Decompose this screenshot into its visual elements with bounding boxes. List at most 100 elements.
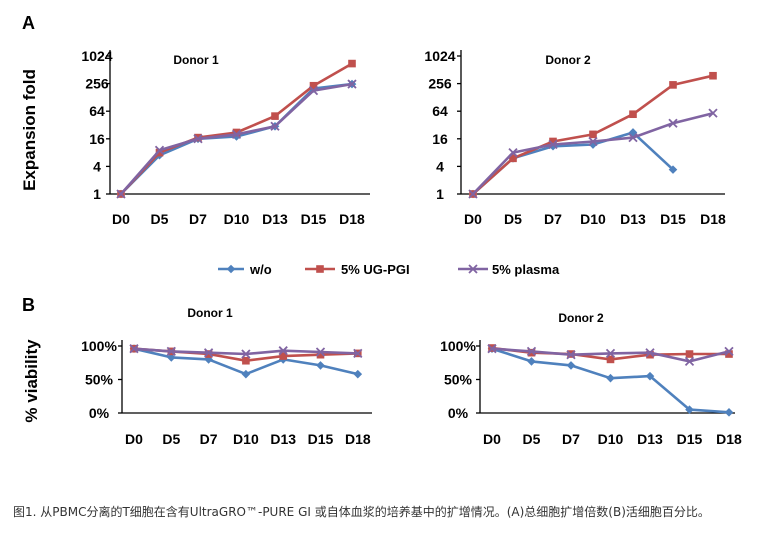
y-tick-label-a2-3: 16 <box>432 131 448 147</box>
figure-caption: 图1. 从PBMC分离的T细胞在含有UltraGRO™-PURE GI 或自体血… <box>13 505 710 519</box>
chart-legend: w/o 5% UG-PGI 5% plasma <box>218 262 560 277</box>
x-tick-label-a2-d5: D5 <box>504 211 522 227</box>
legend-label-wo: w/o <box>249 262 272 277</box>
data-point-5-ug-pgi-a1-d13 <box>271 112 279 120</box>
data-point-wo-b2-d5 <box>527 357 536 366</box>
data-point-5-ug-pgi-b2-d10 <box>606 355 615 364</box>
panel-title-b2: Donor 2 <box>558 311 604 325</box>
x-tick-label-b2-d0: D0 <box>483 431 501 447</box>
data-point-5-ug-pgi-b1-d7 <box>204 350 213 358</box>
y-tick-label-b2-1: 50% <box>444 372 473 388</box>
data-point-wo-b2-d15 <box>685 405 694 414</box>
y-tick-label-b1-1: 50% <box>85 372 114 388</box>
x-tick-label-b2-d5: D5 <box>523 431 541 447</box>
data-point-5-plasma-a2-d13 <box>628 132 638 143</box>
data-point-5-plasma-a2-d5 <box>508 147 518 158</box>
x-tick-label-a2-d10: D10 <box>580 211 606 227</box>
data-point-5-plasma-b2-d13 <box>645 348 655 358</box>
data-point-5-ug-pgi-a2-d7 <box>549 137 557 146</box>
data-point-5-ug-pgi-a1-d5 <box>155 148 164 157</box>
x-tick-label-a1-d7: D7 <box>189 211 207 227</box>
y-axis-label-expansion: Expansion fold <box>20 69 39 191</box>
data-point-5-ug-pgi-a2-d10 <box>589 130 597 139</box>
data-point-wo-b2-d10 <box>606 373 615 383</box>
data-point-5-plasma-b1-d18 <box>353 348 363 359</box>
data-point-5-ug-pgi-b2-d18 <box>725 350 733 358</box>
legend-label-ug-pgi: 5% UG-PGI <box>341 262 410 277</box>
x-tick-label-a2-d7: D7 <box>544 211 562 227</box>
data-point-5-plasma-a1-d15 <box>308 85 319 96</box>
series-5-plasma-a2 <box>468 108 718 199</box>
series-5-ug-pgi-a2 <box>469 71 717 198</box>
legend-item-plasma: 5% plasma <box>458 262 560 277</box>
y-tick-label-a1-1: 256 <box>85 76 109 92</box>
panel-letter-b: B <box>22 295 35 315</box>
y-axis-label-viability: % viability <box>22 339 41 423</box>
y-tick-label-a1-3: 16 <box>89 131 105 147</box>
x-tick-label-a1-d18: D18 <box>339 211 365 227</box>
x-tick-label-b1-d18: D18 <box>345 431 371 447</box>
data-point-5-plasma-a1-d13 <box>270 121 280 131</box>
data-point-5-plasma-b1-d10 <box>241 349 251 359</box>
legend-item-wo: w/o <box>218 262 272 277</box>
series-5-plasma-b1 <box>129 344 363 359</box>
data-point-5-plasma-a1-d18 <box>347 79 357 89</box>
data-point-5-plasma-b1-d0 <box>129 344 139 354</box>
data-point-5-plasma-b2-d15 <box>684 356 695 367</box>
x-tick-label-b2-d18: D18 <box>716 431 742 447</box>
data-point-5-plasma-b1-d15 <box>315 347 326 357</box>
data-point-wo-b2-d13 <box>645 371 655 381</box>
data-point-wo-b1-d15 <box>316 361 325 370</box>
data-point-5-plasma-b1-d5 <box>166 346 176 356</box>
data-point-5-plasma-b2-d5 <box>526 346 537 356</box>
panel-title-a1: Donor 1 <box>173 53 219 67</box>
data-point-wo-b2-d7 <box>566 361 576 370</box>
y-tick-label-a2-2: 64 <box>432 103 448 119</box>
data-point-5-ug-pgi-a1-d18 <box>348 59 356 68</box>
y-tick-label-a2-0: 1024 <box>424 48 455 64</box>
x-tick-label-b2-d10: D10 <box>598 431 624 447</box>
data-point-5-plasma-a1-d0 <box>116 189 126 199</box>
y-tick-label-a1-5: 1 <box>93 186 101 202</box>
panel-letter-a: A <box>22 13 35 33</box>
x-tick-label-a1-d0: D0 <box>112 211 130 227</box>
series-5-plasma-b2 <box>487 344 734 367</box>
x-tick-label-b1-d5: D5 <box>162 431 180 447</box>
data-point-wo-a2-d7 <box>548 141 558 151</box>
legend-label-plasma: 5% plasma <box>492 262 560 277</box>
legend-marker-shape-2 <box>468 264 478 274</box>
data-point-5-plasma-a2-d0 <box>468 189 478 199</box>
data-point-5-ug-pgi-a2-d5 <box>509 154 517 163</box>
y-tick-label-a2-1: 256 <box>428 76 452 92</box>
data-point-5-ug-pgi-b1-d10 <box>242 356 250 365</box>
data-point-5-ug-pgi-a1-d15 <box>309 81 318 90</box>
chart-panel-b-donor1: Donor 1 100% 50% 0% D0 D5 D7 D10 D13 D15 D18 <box>81 306 372 447</box>
y-tick-label-a2-5: 1 <box>436 186 444 202</box>
x-tick-label-a2-d13: D13 <box>620 211 646 227</box>
x-tick-label-a2-d18: D18 <box>700 211 726 227</box>
x-tick-label-a1-d13: D13 <box>262 211 288 227</box>
data-point-5-ug-pgi-a2-d13 <box>629 110 637 119</box>
chart-panel-a-donor2: Donor 2 1024 256 64 16 4 1 D0 D5 D7 D10 D13 D15 D18 <box>424 48 726 227</box>
data-point-wo-a2-d10 <box>588 140 598 149</box>
data-point-5-ug-pgi-b2-d15 <box>685 350 694 358</box>
x-tick-label-a2-d15: D15 <box>660 211 686 227</box>
y-tick-label-b1-0: 100% <box>81 338 117 354</box>
data-point-wo-b1-d5 <box>167 353 176 362</box>
data-point-wo-b1-d10 <box>241 369 251 379</box>
legend-marker-plasma <box>468 264 478 274</box>
data-point-5-plasma-a2-d10 <box>588 136 598 147</box>
data-point-5-plasma-a1-d5 <box>154 145 165 155</box>
x-tick-label-b2-d7: D7 <box>562 431 580 447</box>
data-point-5-plasma-b2-d10 <box>605 348 616 359</box>
legend-item-ug-pgi: 5% UG-PGI <box>305 262 410 277</box>
series-wo-a1 <box>116 79 357 199</box>
legend-marker-wo <box>226 264 236 274</box>
data-point-5-ug-pgi-b1-d15 <box>316 350 325 359</box>
data-point-5-plasma-a2-d15 <box>668 118 678 128</box>
y-tick-label-a1-4: 4 <box>93 158 101 174</box>
chart-panel-a-donor1: Donor 1 1024 256 64 16 4 1 D0 D5 D7 D10 D13 D15 D18 <box>81 48 370 227</box>
y-tick-label-b1-2: 0% <box>89 405 110 421</box>
data-point-5-plasma-b1-d7 <box>203 348 214 358</box>
x-tick-label-b1-d10: D10 <box>233 431 259 447</box>
